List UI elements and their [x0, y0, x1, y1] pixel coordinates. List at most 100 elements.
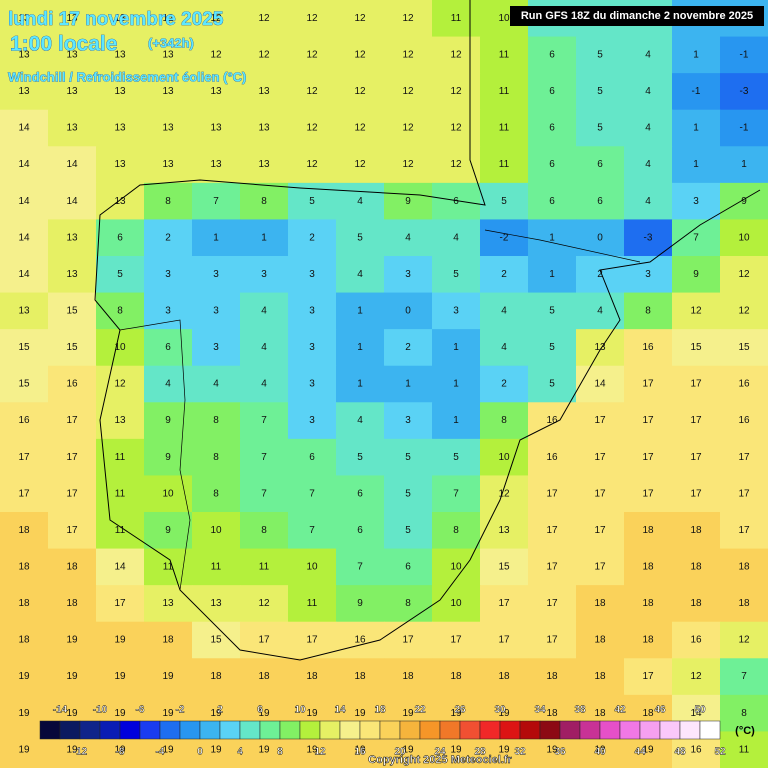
cell-color [144, 73, 193, 111]
cell-color [720, 512, 768, 550]
cell-value: 1 [549, 269, 555, 280]
colorbar-label: 24 [434, 747, 446, 758]
cell-value: 12 [258, 49, 270, 60]
cell-color [48, 585, 97, 623]
cell-value: 10 [114, 342, 126, 353]
cell-color [0, 109, 49, 147]
cell-value: 7 [693, 232, 699, 243]
run-box [510, 6, 764, 26]
cell-color [720, 585, 768, 623]
cell-value: 4 [645, 123, 651, 134]
cell-value: 4 [645, 86, 651, 97]
cell-color [432, 512, 481, 550]
cell-value: 6 [549, 196, 555, 207]
cell-value: 17 [498, 635, 510, 646]
cell-value: 17 [738, 525, 750, 536]
cell-color [288, 548, 337, 586]
cell-color [432, 292, 481, 330]
cell-color [336, 36, 385, 74]
colorbar-label: 20 [394, 747, 406, 758]
cell-color [384, 402, 433, 440]
cell-value: 1 [453, 415, 459, 426]
cell-color [672, 36, 721, 74]
cell-value: 3 [309, 305, 315, 316]
cell-color [624, 109, 673, 147]
cell-color [96, 109, 145, 147]
cell-value: 2 [309, 232, 315, 243]
cell-value: 14 [66, 159, 78, 170]
cell-color [192, 329, 241, 367]
cell-value: 17 [546, 525, 558, 536]
cell-value: 17 [546, 561, 558, 572]
cell-value: 0 [405, 305, 411, 316]
cell-value: 6 [453, 196, 459, 207]
cell-color [288, 256, 337, 294]
cell-color [576, 73, 625, 111]
cell-value: 9 [165, 452, 171, 463]
run-label: Run GFS 18Z du dimanche 2 novembre 2025 [521, 10, 753, 22]
cell-value: 18 [18, 635, 30, 646]
cell-value: 18 [546, 671, 558, 682]
colorbar-label: -12 [73, 747, 88, 758]
cell-value: 5 [405, 525, 411, 536]
cell-color [96, 585, 145, 623]
cell-value: 13 [258, 123, 270, 134]
cell-color [720, 402, 768, 440]
cell-value: 5 [549, 342, 555, 353]
cell-color [720, 182, 768, 220]
cell-value: 11 [163, 561, 174, 572]
colorbar-swatch [539, 720, 561, 740]
cell-color [240, 438, 289, 476]
cell-value: 7 [261, 415, 267, 426]
cell-value: 19 [354, 708, 366, 719]
cell-value: 1 [357, 379, 363, 390]
cell-color [672, 146, 721, 184]
cell-color [384, 512, 433, 550]
colorbar-label: 32 [514, 747, 526, 758]
cell-value: 9 [741, 196, 747, 207]
cell-color [96, 182, 145, 220]
cell-color [432, 36, 481, 74]
cell-value: 11 [307, 598, 318, 609]
cell-value: 17 [546, 598, 558, 609]
colorbar-label: 26 [454, 705, 466, 716]
cell-color [480, 438, 529, 476]
cell-value: 15 [66, 342, 78, 353]
cell-color [144, 329, 193, 367]
cell-color [96, 146, 145, 184]
cell-color [384, 146, 433, 184]
cell-value: -3 [644, 232, 653, 243]
cell-value: 16 [738, 379, 750, 390]
cell-color [192, 512, 241, 550]
cell-color [480, 146, 529, 184]
cell-value: 18 [18, 525, 30, 536]
cell-value: 17 [642, 452, 654, 463]
colorbar-label: 28 [474, 747, 486, 758]
cell-color [720, 438, 768, 476]
cell-value: 19 [162, 708, 174, 719]
cell-value: 18 [402, 671, 414, 682]
cell-value: 3 [309, 415, 315, 426]
cell-value: 6 [597, 159, 603, 170]
cell-value: 17 [594, 415, 606, 426]
cell-value: 3 [213, 305, 219, 316]
cell-value: 11 [451, 13, 462, 24]
cell-color [96, 365, 145, 403]
cell-color [144, 621, 193, 659]
cell-value: 19 [258, 744, 270, 755]
cell-color [192, 146, 241, 184]
cell-color [480, 585, 529, 623]
cell-value: 17 [594, 561, 606, 572]
colorbar-label: -2 [176, 705, 185, 716]
cell-value: 13 [114, 86, 126, 97]
colorbar-swatch [199, 720, 221, 740]
cell-value: 3 [645, 269, 651, 280]
cell-value: 8 [213, 488, 219, 499]
cell-color [720, 36, 768, 74]
colorbar-label: 48 [674, 747, 686, 758]
cell-value: 13 [18, 13, 30, 24]
cell-color [432, 658, 481, 696]
cell-value: 19 [114, 708, 126, 719]
cell-value: 2 [597, 269, 603, 280]
colorbar-swatch [59, 720, 81, 740]
